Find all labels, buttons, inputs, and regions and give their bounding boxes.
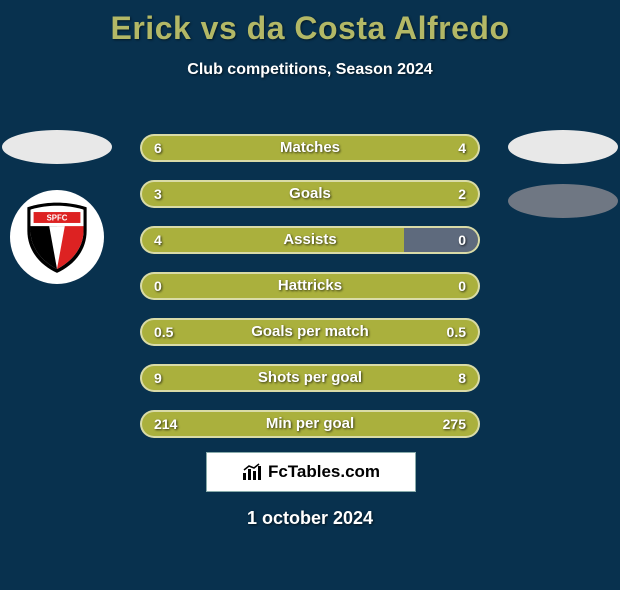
stat-bar: 4Assists0 bbox=[140, 226, 480, 254]
page-title: Erick vs da Costa Alfredo bbox=[0, 10, 620, 47]
chart-icon bbox=[242, 463, 262, 481]
bar-label: Assists bbox=[142, 228, 478, 252]
bar-value-right: 8 bbox=[458, 366, 466, 390]
bar-value-right: 0 bbox=[458, 274, 466, 298]
placeholder-ellipse bbox=[508, 184, 618, 218]
club-logo-spfc: SPFC bbox=[10, 190, 104, 284]
bar-value-right: 0 bbox=[458, 228, 466, 252]
bar-label: Min per goal bbox=[142, 412, 478, 436]
bar-label: Shots per goal bbox=[142, 366, 478, 390]
bar-value-right: 0.5 bbox=[447, 320, 466, 344]
stat-bar: 0Hattricks0 bbox=[140, 272, 480, 300]
bar-label: Hattricks bbox=[142, 274, 478, 298]
placeholder-ellipse bbox=[508, 130, 618, 164]
subtitle: Club competitions, Season 2024 bbox=[0, 61, 620, 79]
shield-icon: SPFC bbox=[18, 198, 96, 276]
left-icon-column: SPFC bbox=[2, 130, 112, 284]
brand-badge: FcTables.com bbox=[206, 452, 416, 492]
svg-text:SPFC: SPFC bbox=[47, 214, 68, 223]
stat-bar: 9Shots per goal8 bbox=[140, 364, 480, 392]
bar-label: Matches bbox=[142, 136, 478, 160]
footer-date: 1 october 2024 bbox=[0, 508, 620, 529]
bar-value-right: 2 bbox=[458, 182, 466, 206]
bar-value-right: 4 bbox=[458, 136, 466, 160]
stat-bar: 6Matches4 bbox=[140, 134, 480, 162]
stat-bar: 214Min per goal275 bbox=[140, 410, 480, 438]
right-icon-column bbox=[508, 130, 618, 218]
stat-bars: 6Matches43Goals24Assists00Hattricks00.5G… bbox=[140, 134, 480, 438]
bar-label: Goals bbox=[142, 182, 478, 206]
stat-bar: 3Goals2 bbox=[140, 180, 480, 208]
brand-text: FcTables.com bbox=[268, 462, 380, 482]
placeholder-ellipse bbox=[2, 130, 112, 164]
bar-label: Goals per match bbox=[142, 320, 478, 344]
stat-bar: 0.5Goals per match0.5 bbox=[140, 318, 480, 346]
bar-value-right: 275 bbox=[443, 412, 466, 436]
